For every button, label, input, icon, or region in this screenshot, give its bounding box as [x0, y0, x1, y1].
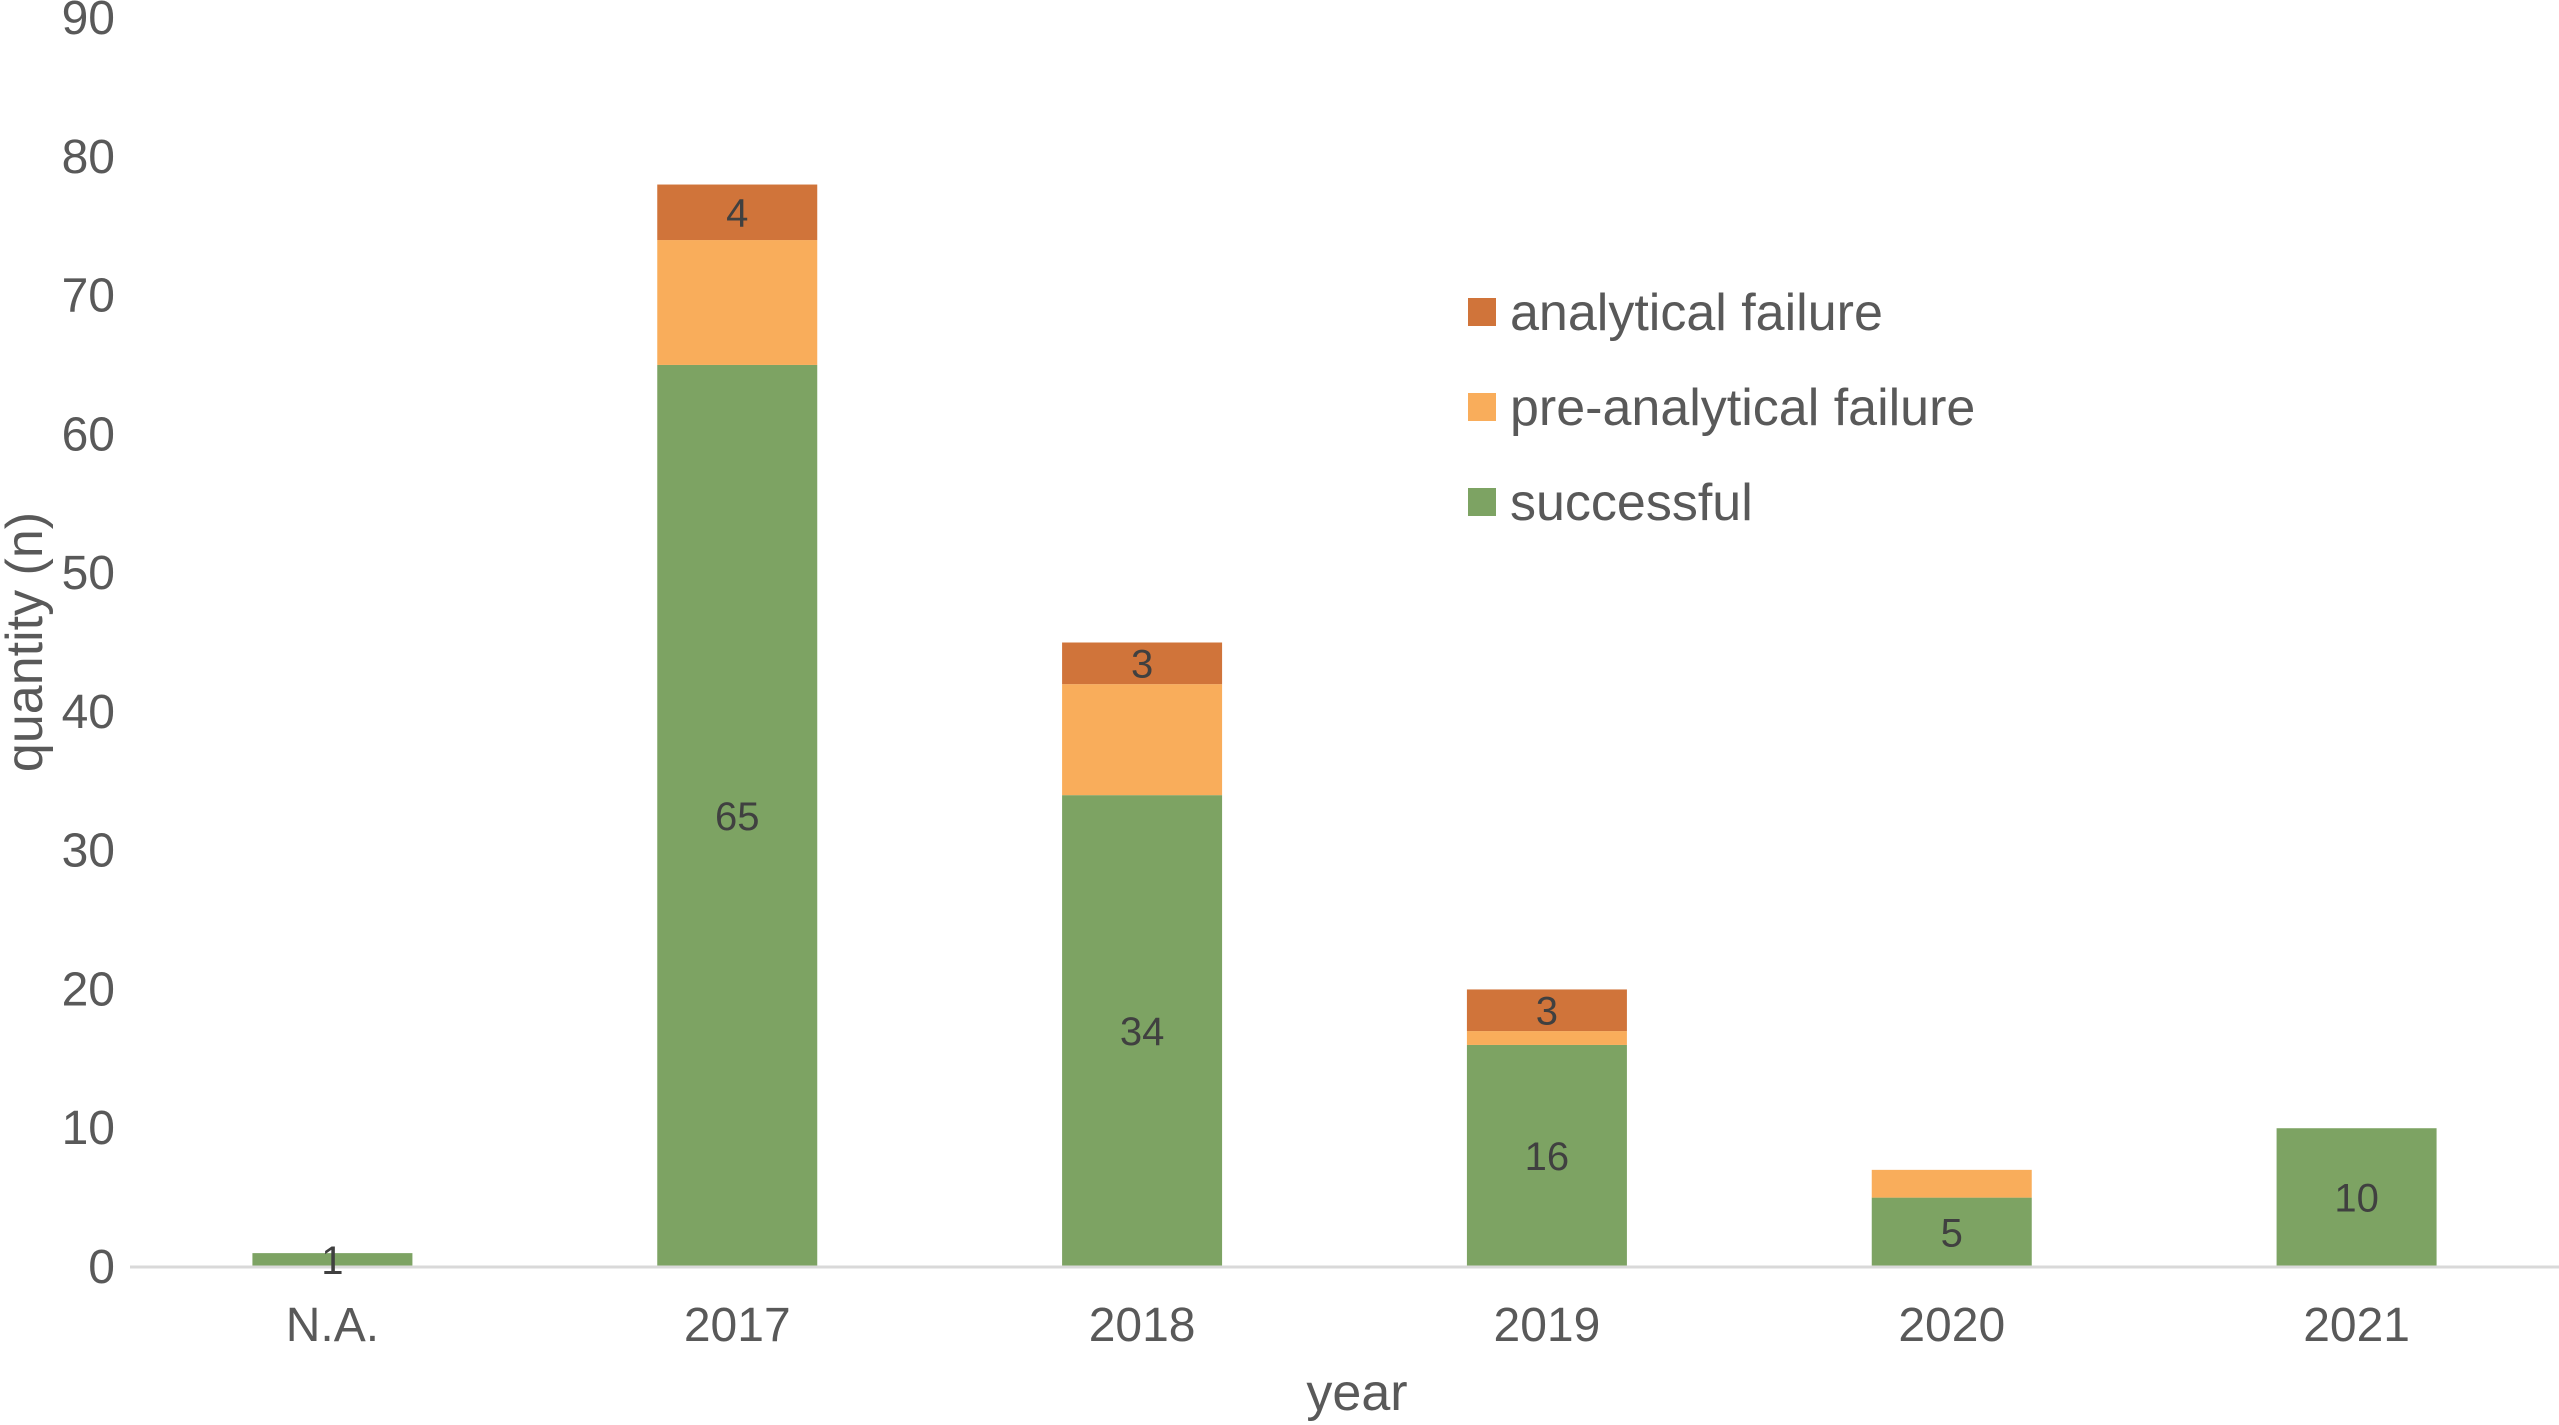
legend-swatch-successful [1468, 488, 1496, 516]
y-tick-label-70: 70 [62, 270, 115, 323]
x-tick-label-2018: 2018 [1089, 1299, 1196, 1352]
y-tick-label-20: 20 [62, 963, 115, 1016]
data-label-successful-2018: 34 [1120, 1010, 1165, 1054]
bar-analytical-failure-2017 [657, 184, 818, 241]
data-label-successful-2019: 16 [1525, 1135, 1570, 1179]
bar-successful-2019 [1466, 1044, 1627, 1267]
x-axis-ticks: N.A. 2017 2018 2019 2020 2021 [286, 1299, 2410, 1352]
legend: analytical failure pre-analytical failure… [1468, 284, 1975, 532]
y-tick-label-0: 0 [88, 1241, 115, 1294]
y-tick-label-90: 90 [62, 0, 115, 45]
y-tick-label-30: 30 [62, 825, 115, 878]
y-tick-label-50: 50 [62, 547, 115, 600]
x-tick-label-n-a: N.A. [286, 1299, 379, 1352]
bar-successful-2017 [657, 364, 818, 1267]
bar-successful-2018 [1062, 795, 1223, 1267]
data-labels: 1 65 4 34 3 16 3 5 10 [321, 191, 2379, 1283]
bar-pre-analytical-failure-2019 [1466, 1031, 1627, 1045]
bar-pre-analytical-failure-2020 [1871, 1169, 2032, 1198]
x-axis-title: year [1306, 1364, 1407, 1422]
y-tick-label-10: 10 [62, 1102, 115, 1155]
legend-label-successful: successful [1510, 474, 1753, 532]
bar-pre-analytical-failure-2017 [657, 240, 818, 365]
y-tick-label-80: 80 [62, 131, 115, 184]
data-label-analytical-failure-2019: 3 [1536, 989, 1558, 1033]
data-label-successful-2021: 10 [2334, 1177, 2379, 1221]
bar-successful-2021 [2276, 1128, 2437, 1267]
y-axis-ticks: 0 10 20 30 40 50 60 70 80 90 [62, 0, 115, 1294]
bar-pre-analytical-failure-2018 [1062, 684, 1223, 796]
legend-swatch-pre-analytical-failure [1468, 393, 1496, 421]
x-tick-label-2020: 2020 [1898, 1299, 2005, 1352]
legend-swatch-analytical-failure [1468, 298, 1496, 326]
y-tick-label-40: 40 [62, 686, 115, 739]
data-label-successful-n-a: 1 [321, 1239, 343, 1283]
bar-analytical-failure-2018 [1062, 642, 1223, 685]
data-label-successful-2020: 5 [1941, 1211, 1963, 1255]
data-label-analytical-failure-2018: 3 [1131, 642, 1153, 686]
y-tick-label-60: 60 [62, 408, 115, 461]
legend-label-analytical-failure: analytical failure [1510, 284, 1883, 342]
bar-successful-n-a [252, 1253, 413, 1267]
bars-layer [252, 184, 2437, 1267]
data-label-successful-2017: 65 [715, 795, 760, 839]
data-label-analytical-failure-2017: 4 [726, 191, 748, 235]
bar-successful-2020 [1871, 1197, 2032, 1267]
legend-label-pre-analytical-failure: pre-analytical failure [1510, 379, 1975, 437]
bar-analytical-failure-2019 [1466, 989, 1627, 1032]
x-tick-label-2017: 2017 [684, 1299, 791, 1352]
x-tick-label-2021: 2021 [2303, 1299, 2410, 1352]
y-axis-title: quantity (n) [0, 512, 54, 772]
x-tick-label-2019: 2019 [1494, 1299, 1601, 1352]
